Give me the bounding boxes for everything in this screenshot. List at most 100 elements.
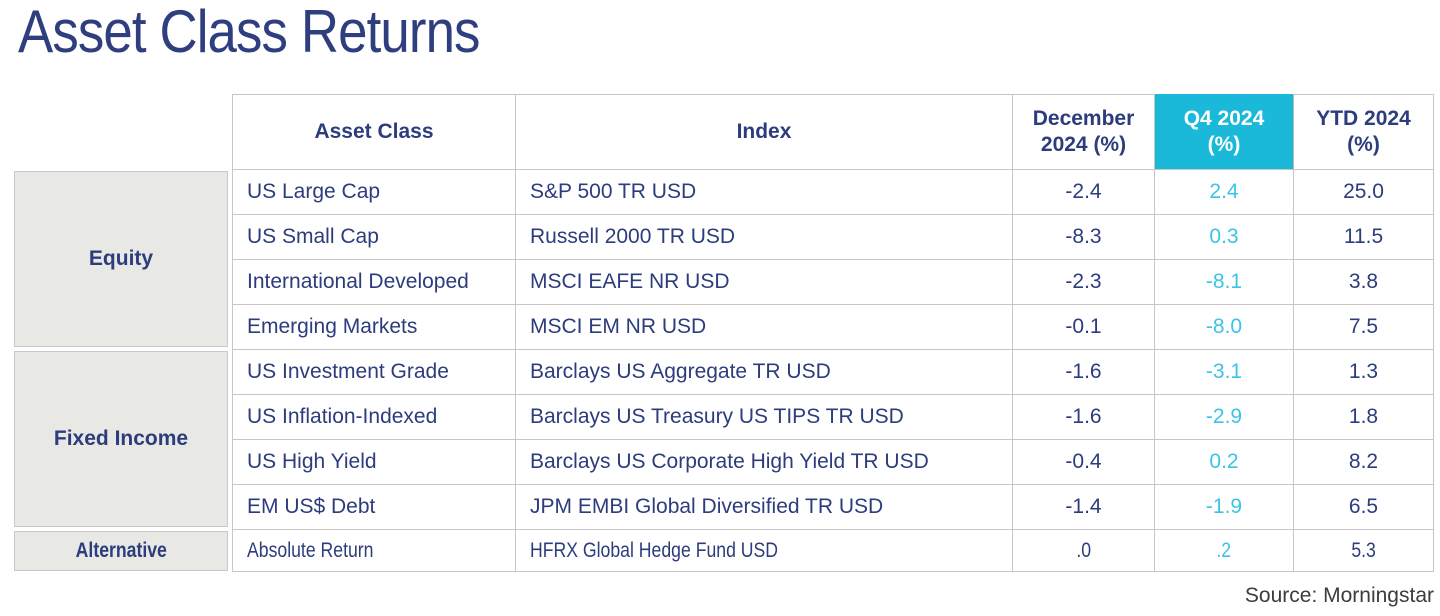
header-ytd-line2: (%) (1347, 133, 1380, 156)
index-cell: JPM EMBI Global Diversified TR USD (516, 485, 1013, 530)
q4-cell: -3.1 (1155, 350, 1294, 395)
december-cell: -8.3 (1013, 215, 1155, 260)
q4-value: -2.9 (1205, 405, 1243, 428)
q4-cell: 0.2 (1155, 440, 1294, 485)
header-december-line2: 2024 (%) (1040, 133, 1127, 156)
group-cell-fixed-income: Fixed Income (14, 351, 228, 527)
december-cell: -0.1 (1013, 305, 1155, 350)
page-title: Asset Class Returns (18, 0, 480, 65)
q4-cell: -2.9 (1155, 395, 1294, 440)
q4-cell: -8.0 (1155, 305, 1294, 350)
asset-class-cell: Emerging Markets (232, 305, 516, 350)
ytd-cell: 25.0 (1294, 170, 1434, 215)
ytd-cell: 3.8 (1294, 260, 1434, 305)
december-cell: -1.6 (1013, 350, 1155, 395)
ytd-value: 7.5 (1348, 315, 1379, 338)
header-ytd: YTD 2024 (%) (1294, 94, 1434, 170)
index-cell: MSCI EAFE NR USD (516, 260, 1013, 305)
december-value: .0 (1076, 538, 1091, 562)
december-cell: .0 (1013, 530, 1155, 572)
december-value: -1.4 (1065, 495, 1102, 518)
ytd-cell: 1.3 (1294, 350, 1434, 395)
asset-class-cell: US High Yield (232, 440, 516, 485)
group-cell-equity: Equity (14, 171, 228, 347)
q4-value: -3.1 (1205, 360, 1243, 383)
ytd-value: 11.5 (1343, 225, 1384, 248)
ytd-value: 25.0 (1343, 180, 1384, 203)
q4-cell: -1.9 (1155, 485, 1294, 530)
index-label: Barclays US Aggregate TR USD (530, 360, 831, 383)
q4-value: 0.2 (1209, 450, 1239, 473)
source-attribution: Source: Morningstar (1244, 584, 1434, 607)
asset-class-label: US Large Cap (247, 180, 381, 203)
asset-class-label: International Developed (247, 270, 469, 293)
asset-class-label: Absolute Return (247, 538, 374, 562)
december-value: -0.4 (1065, 450, 1102, 473)
asset-class-label: US Small Cap (247, 225, 379, 248)
group-label: Fixed Income (53, 427, 189, 450)
index-cell: MSCI EM NR USD (516, 305, 1013, 350)
q4-cell: -8.1 (1155, 260, 1294, 305)
header-q4: Q4 2024 (%) (1155, 94, 1294, 170)
asset-class-label: US Inflation-Indexed (247, 405, 438, 428)
ytd-value: 3.8 (1348, 270, 1379, 293)
group-cell-alternative: Alternative (14, 531, 228, 571)
asset-class-label: US Investment Grade (247, 360, 449, 383)
index-cell: Barclays US Treasury US TIPS TR USD (516, 395, 1013, 440)
header-asset-class-label: Asset Class (314, 120, 434, 143)
asset-class-cell: US Large Cap (232, 170, 516, 215)
q4-value: 2.4 (1209, 180, 1239, 203)
header-december: December 2024 (%) (1013, 94, 1155, 170)
ytd-cell: 11.5 (1294, 215, 1434, 260)
asset-class-cell: Absolute Return (232, 530, 516, 572)
index-label: Barclays US Treasury US TIPS TR USD (530, 405, 904, 428)
december-cell: -2.3 (1013, 260, 1155, 305)
asset-class-cell: EM US$ Debt (232, 485, 516, 530)
asset-class-cell: International Developed (232, 260, 516, 305)
q4-cell: .2 (1155, 530, 1294, 572)
ytd-cell: 6.5 (1294, 485, 1434, 530)
index-label: MSCI EM NR USD (530, 315, 707, 338)
december-cell: -1.6 (1013, 395, 1155, 440)
asset-class-cell: US Investment Grade (232, 350, 516, 395)
december-cell: -2.4 (1013, 170, 1155, 215)
index-cell: Barclays US Aggregate TR USD (516, 350, 1013, 395)
header-asset-class: Asset Class (232, 94, 516, 170)
q4-value: -8.0 (1205, 315, 1243, 338)
index-label: JPM EMBI Global Diversified TR USD (530, 495, 884, 518)
header-index: Index (516, 94, 1013, 170)
q4-cell: 0.3 (1155, 215, 1294, 260)
q4-value: 0.3 (1209, 225, 1239, 248)
index-cell: HFRX Global Hedge Fund USD (516, 530, 1013, 572)
q4-cell: 2.4 (1155, 170, 1294, 215)
ytd-value: 1.8 (1348, 405, 1379, 428)
index-cell: Russell 2000 TR USD (516, 215, 1013, 260)
ytd-value: 8.2 (1348, 450, 1379, 473)
ytd-cell: 8.2 (1294, 440, 1434, 485)
ytd-value: 6.5 (1348, 495, 1379, 518)
index-label: HFRX Global Hedge Fund USD (530, 538, 779, 562)
header-q4-line1: Q4 2024 (1183, 106, 1265, 130)
ytd-cell: 5.3 (1294, 530, 1434, 572)
q4-value: -8.1 (1205, 270, 1243, 293)
asset-class-label: EM US$ Debt (247, 495, 376, 518)
december-value: -8.3 (1065, 225, 1102, 248)
ytd-value: 5.3 (1351, 538, 1376, 562)
december-value: -2.4 (1065, 180, 1102, 203)
index-cell: Barclays US Corporate High Yield TR USD (516, 440, 1013, 485)
group-label: Equity (88, 247, 154, 270)
index-label: Barclays US Corporate High Yield TR USD (530, 450, 929, 473)
index-label: S&P 500 TR USD (530, 180, 697, 203)
asset-class-label: US High Yield (247, 450, 377, 473)
december-cell: -1.4 (1013, 485, 1155, 530)
returns-table: Asset Class Index December 2024 (%) Q4 2… (14, 94, 1434, 572)
december-value: -0.1 (1065, 315, 1102, 338)
header-ytd-line1: YTD 2024 (1316, 107, 1411, 130)
december-value: -1.6 (1065, 405, 1102, 428)
ytd-value: 1.3 (1348, 360, 1379, 383)
index-cell: S&P 500 TR USD (516, 170, 1013, 215)
asset-class-label: Emerging Markets (247, 315, 418, 338)
header-q4-line2: (%) (1207, 132, 1241, 156)
index-label: Russell 2000 TR USD (530, 225, 736, 248)
